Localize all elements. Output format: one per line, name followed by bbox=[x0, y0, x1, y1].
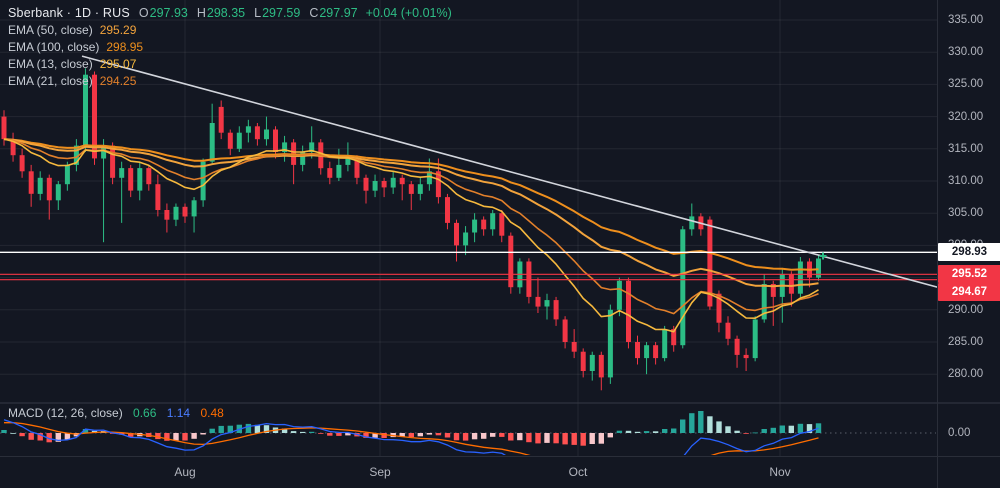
price-tick: 320.00 bbox=[948, 110, 984, 123]
price-tick: 315.00 bbox=[948, 142, 984, 155]
ohlc-key: H bbox=[196, 6, 206, 20]
macd-line-value: 1.14 bbox=[166, 406, 191, 420]
macd-legend-row[interactable]: MACD (12, 26, close) 0.66 1.14 0.48 bbox=[8, 406, 224, 420]
ohlc-key: C bbox=[309, 6, 319, 20]
price-tick: 305.00 bbox=[948, 207, 984, 220]
indicator-row[interactable]: EMA (13, close) 295.07 bbox=[8, 56, 452, 73]
price-tick: 335.00 bbox=[948, 14, 984, 26]
price-line-label[interactable]: 298.93 bbox=[938, 243, 1000, 261]
signal-line bbox=[3, 419, 819, 455]
chart-legend: Sberbank · 1D · RUS O297.93 H298.35 L297.59… bbox=[8, 5, 452, 90]
macd-label: MACD (12, 26, close) bbox=[8, 406, 123, 420]
indicator-label: EMA (21, close) bbox=[8, 74, 93, 88]
ohlc-value: 297.93 bbox=[149, 6, 188, 20]
indicator-label: EMA (100, close) bbox=[8, 40, 100, 54]
price-tick: 330.00 bbox=[948, 46, 984, 59]
month-tick: Sep bbox=[369, 465, 391, 479]
ohlc-value: 298.35 bbox=[206, 6, 246, 20]
indicator-value: 295.29 bbox=[99, 23, 137, 37]
change-value: +0.04 (+0.01%) bbox=[365, 6, 452, 20]
ohlc-values: O297.93 H298.35 L297.59 C297.97 +0.04 (+0.01… bbox=[130, 6, 452, 20]
grid bbox=[0, 0, 937, 456]
price-tick: 280.00 bbox=[948, 368, 984, 381]
time-axis[interactable]: Aug Sep Oct Nov bbox=[0, 456, 1000, 488]
month-tick: Aug bbox=[174, 465, 196, 479]
price-tick: 325.00 bbox=[948, 78, 984, 91]
price-axis[interactable]: 335.00 330.00 325.00 320.00 315.00 310.00 305.… bbox=[937, 0, 1000, 488]
ohlc-value: 297.97 bbox=[319, 6, 358, 20]
descending-trendline[interactable] bbox=[81, 55, 941, 289]
ohlc-key: L bbox=[254, 6, 262, 20]
ohlc-value: 297.59 bbox=[262, 6, 301, 20]
macd-histogram-value: 0.66 bbox=[133, 406, 157, 420]
price-tick: 285.00 bbox=[948, 336, 984, 348]
symbol-row[interactable]: Sberbank · 1D · RUS O297.93 H298.35 L297.59… bbox=[8, 5, 452, 22]
indicator-value: 298.95 bbox=[106, 40, 144, 54]
macd-zero-tick: 0.00 bbox=[948, 427, 971, 439]
indicator-value: 295.07 bbox=[99, 57, 137, 71]
ema-50-line bbox=[3, 138, 819, 288]
indicator-row[interactable]: EMA (21, close) 294.25 bbox=[8, 73, 452, 90]
candles bbox=[1, 68, 821, 391]
indicator-value: 294.25 bbox=[99, 74, 137, 88]
ema-lines bbox=[3, 138, 819, 333]
price-line-label[interactable]: 294.67 bbox=[938, 283, 1000, 301]
plus-marker[interactable] bbox=[819, 252, 827, 260]
month-tick: Oct bbox=[568, 465, 588, 479]
month-tick: Nov bbox=[769, 465, 791, 479]
indicator-label: EMA (13, close) bbox=[8, 57, 93, 71]
ema-13-line bbox=[3, 138, 819, 333]
macd-pane bbox=[0, 411, 936, 455]
indicator-legend-rows: EMA (50, close) 295.29 EMA (100, close) 298… bbox=[8, 22, 452, 90]
ema-21-line bbox=[3, 138, 819, 315]
price-tick: 290.00 bbox=[948, 303, 984, 316]
price-tick: 310.00 bbox=[948, 175, 984, 187]
indicator-row[interactable]: EMA (100, close) 298.95 bbox=[8, 39, 452, 56]
macd-signal-value: 0.48 bbox=[200, 406, 224, 420]
price-line-label[interactable]: 295.52 bbox=[938, 265, 1000, 283]
ohlc-key: O bbox=[138, 6, 149, 20]
symbol-title[interactable]: Sberbank · 1D · RUS bbox=[8, 6, 130, 20]
indicator-label: EMA (50, close) bbox=[8, 23, 93, 37]
macd-histogram bbox=[1, 411, 822, 446]
indicator-row[interactable]: EMA (50, close) 295.29 bbox=[8, 22, 452, 39]
macd-line bbox=[4, 422, 819, 455]
